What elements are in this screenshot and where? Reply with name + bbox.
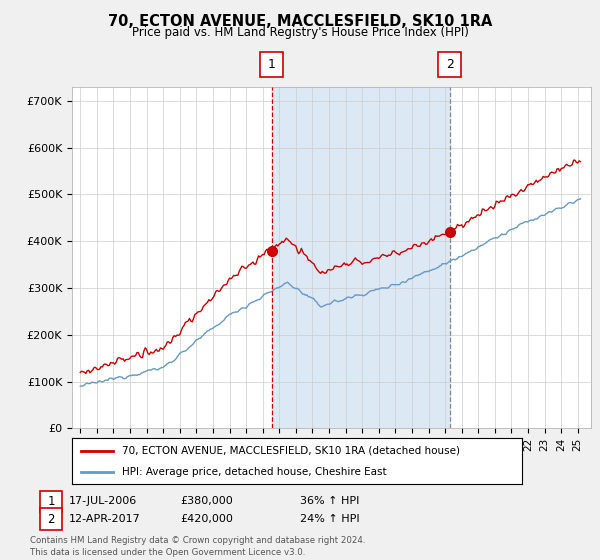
- Bar: [272, 87, 450, 428]
- Text: 17-JUL-2006: 17-JUL-2006: [69, 496, 137, 506]
- Text: £380,000: £380,000: [180, 496, 233, 506]
- Text: 1: 1: [47, 494, 55, 508]
- Text: Price paid vs. HM Land Registry's House Price Index (HPI): Price paid vs. HM Land Registry's House …: [131, 26, 469, 39]
- Text: 36% ↑ HPI: 36% ↑ HPI: [300, 496, 359, 506]
- Text: 12-APR-2017: 12-APR-2017: [69, 514, 141, 524]
- Text: 2: 2: [446, 58, 454, 71]
- Text: 70, ECTON AVENUE, MACCLESFIELD, SK10 1RA (detached house): 70, ECTON AVENUE, MACCLESFIELD, SK10 1RA…: [121, 446, 460, 456]
- Text: £420,000: £420,000: [180, 514, 233, 524]
- Text: 70, ECTON AVENUE, MACCLESFIELD, SK10 1RA: 70, ECTON AVENUE, MACCLESFIELD, SK10 1RA: [108, 14, 492, 29]
- Text: 1: 1: [268, 58, 275, 71]
- Text: HPI: Average price, detached house, Cheshire East: HPI: Average price, detached house, Ches…: [121, 467, 386, 477]
- Text: Contains HM Land Registry data © Crown copyright and database right 2024.
This d: Contains HM Land Registry data © Crown c…: [30, 536, 365, 557]
- Text: 24% ↑ HPI: 24% ↑ HPI: [300, 514, 359, 524]
- Text: 2: 2: [47, 512, 55, 526]
